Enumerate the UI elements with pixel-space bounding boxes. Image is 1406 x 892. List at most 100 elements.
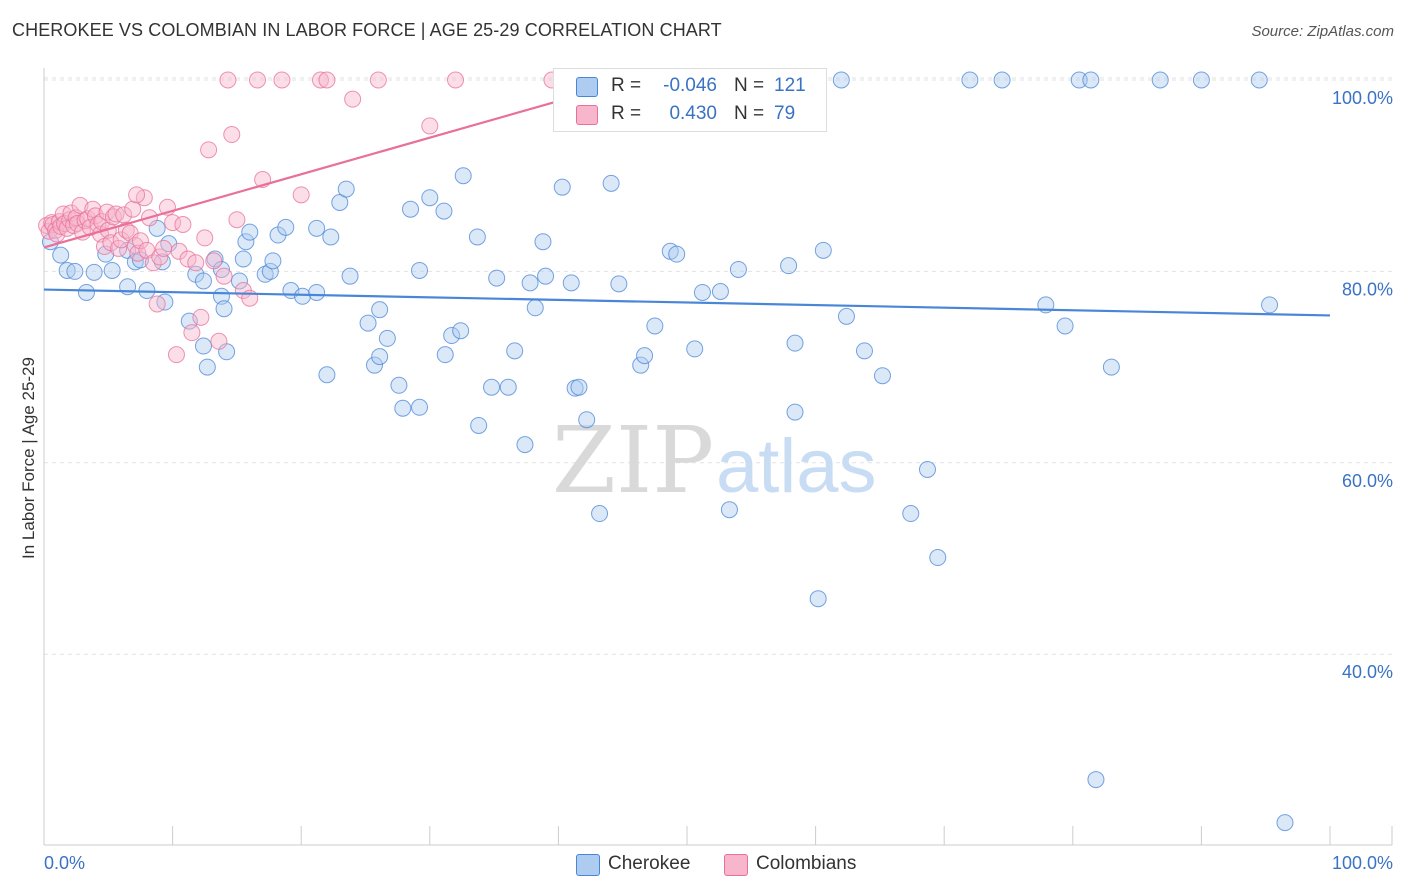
cherokee-point bbox=[77, 283, 95, 301]
cherokee-point bbox=[337, 180, 355, 198]
cherokee-point bbox=[646, 317, 664, 335]
cherokee-point bbox=[322, 228, 340, 246]
colombians-point bbox=[219, 71, 237, 89]
cherokee-point bbox=[516, 436, 534, 454]
cherokee-point bbox=[452, 322, 470, 340]
points-layer bbox=[38, 71, 1294, 832]
colombians-point bbox=[179, 250, 197, 268]
legend-row-colombians: R = 0.430 N = 79 bbox=[554, 100, 826, 128]
cherokee-point bbox=[359, 314, 377, 332]
x-tick-label: 0.0% bbox=[44, 853, 85, 873]
colombians-point bbox=[131, 232, 149, 250]
correlation-legend: R = -0.046 N = 121 R = 0.430 N = 79 bbox=[553, 68, 827, 132]
cherokee-point bbox=[1276, 814, 1294, 832]
cherokee-point bbox=[526, 299, 544, 317]
cherokee-point bbox=[1261, 296, 1279, 314]
cherokee-point bbox=[468, 228, 486, 246]
cherokee-point bbox=[521, 274, 539, 292]
series-legend: Cherokee Colombians bbox=[0, 852, 1406, 876]
label-layer: In Labor Force | Age 25-29 40.0% 60.0% 80.… bbox=[19, 88, 1393, 873]
cherokee-point bbox=[234, 250, 252, 268]
colombians-point bbox=[292, 186, 310, 204]
cherokee-point bbox=[537, 267, 555, 285]
x-tick-label: 100.0% bbox=[1332, 853, 1393, 873]
cherokee-point bbox=[237, 233, 255, 251]
cherokee-point bbox=[371, 301, 389, 319]
colombians-point bbox=[183, 324, 201, 342]
chart-title: CHEROKEE VS COLOMBIAN IN LABOR FORCE | A… bbox=[12, 20, 722, 40]
n-value: 121 bbox=[774, 75, 806, 96]
cherokee-point bbox=[52, 246, 70, 264]
cherokee-point bbox=[562, 274, 580, 292]
cherokee-point bbox=[570, 378, 588, 396]
colombians-point bbox=[210, 332, 228, 350]
cherokee-point bbox=[390, 376, 408, 394]
cherokee-point bbox=[264, 252, 282, 270]
cherokee-point bbox=[153, 253, 171, 271]
cherokee-point bbox=[421, 189, 439, 207]
cherokee-swatch bbox=[576, 77, 598, 97]
cherokee-point bbox=[686, 340, 704, 358]
cherokee-point bbox=[277, 218, 295, 236]
colombians-point bbox=[196, 229, 214, 247]
cherokee-point bbox=[411, 261, 429, 279]
cherokee-point bbox=[1192, 71, 1210, 89]
n-value: 79 bbox=[774, 103, 796, 124]
colombians-point bbox=[148, 295, 166, 313]
cherokee-point bbox=[66, 262, 84, 280]
cherokee-point bbox=[470, 416, 488, 434]
cherokee-point bbox=[85, 263, 103, 281]
colombians-trend-line bbox=[43, 99, 559, 249]
cherokee-point bbox=[436, 346, 454, 364]
colombians-point bbox=[369, 71, 387, 89]
watermark-atlas: atlas bbox=[716, 424, 877, 509]
cherokee-point bbox=[378, 329, 396, 347]
cherokee-point bbox=[902, 505, 920, 523]
n-label: N = bbox=[734, 103, 765, 124]
colombians-point bbox=[124, 200, 142, 218]
r-label: R = bbox=[611, 75, 642, 96]
cherokee-point bbox=[720, 501, 738, 519]
cherokee-point bbox=[711, 282, 729, 300]
cherokee-point bbox=[394, 399, 412, 417]
colombians-point bbox=[421, 117, 439, 135]
cherokee-point bbox=[809, 590, 827, 608]
cherokee-point bbox=[499, 378, 517, 396]
r-value: 0.430 bbox=[669, 103, 717, 124]
cherokee-point bbox=[591, 505, 609, 523]
cherokee-point bbox=[318, 366, 336, 384]
colombians-point bbox=[174, 216, 192, 234]
cherokee-point bbox=[780, 257, 798, 275]
cherokee-point bbox=[341, 267, 359, 285]
cherokee-point bbox=[610, 275, 628, 293]
cherokee-point bbox=[832, 71, 850, 89]
colombians-point bbox=[318, 71, 336, 89]
colombians-point bbox=[128, 186, 146, 204]
cherokee-point bbox=[1056, 317, 1074, 335]
colombians-point bbox=[155, 239, 173, 257]
colombians-point bbox=[151, 248, 169, 266]
cherokee-point bbox=[454, 167, 472, 185]
cherokee-point bbox=[488, 269, 506, 287]
cherokee-point bbox=[578, 411, 596, 429]
y-axis-label: In Labor Force | Age 25-29 bbox=[19, 357, 38, 559]
cherokee-point bbox=[483, 378, 501, 396]
colombians-swatch bbox=[576, 105, 598, 125]
cherokee-point bbox=[553, 178, 571, 196]
colombians-point bbox=[311, 71, 329, 89]
r-value: -0.046 bbox=[663, 75, 717, 96]
colombians-point bbox=[84, 200, 102, 218]
cherokee-point bbox=[993, 71, 1011, 89]
colombians-point bbox=[344, 90, 362, 108]
cherokee-point bbox=[786, 334, 804, 352]
cherokee-point bbox=[1070, 71, 1088, 89]
cherokee-point bbox=[435, 202, 453, 220]
cherokee-point bbox=[194, 272, 212, 290]
cherokee-point bbox=[366, 356, 384, 374]
cherokee-point bbox=[230, 272, 248, 290]
trend-layer bbox=[43, 99, 1331, 317]
legend-row-cherokee: R = -0.046 N = 121 bbox=[554, 72, 826, 100]
cherokee-point bbox=[371, 348, 389, 366]
cherokee-point bbox=[632, 356, 650, 374]
